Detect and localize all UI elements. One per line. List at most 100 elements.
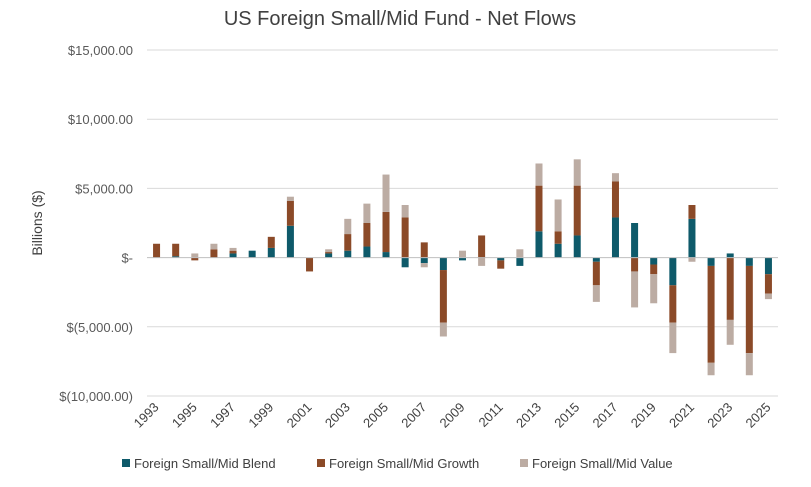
bar-foreign-small-mid-value-2014 [554,199,562,232]
bar-foreign-small-mid-blend-2011 [497,257,505,261]
x-tick-label: 2003 [322,400,353,431]
bar-foreign-small-mid-blend-2003 [344,250,352,258]
bar-foreign-small-mid-growth-1996 [210,249,218,258]
x-tick-label: 2001 [284,400,315,431]
gridlines [147,49,778,397]
bar-foreign-small-mid-value-2019 [650,274,658,304]
bar-foreign-small-mid-growth-2001 [306,257,314,272]
legend-swatch-foreign-small-mid-blend [122,459,130,467]
bar-foreign-small-mid-growth-1994 [172,243,180,257]
bar-foreign-small-mid-value-1996 [210,243,218,250]
bar-foreign-small-mid-growth-2022 [707,265,715,363]
x-tick-label: 2021 [666,400,697,431]
bar-foreign-small-mid-growth-2005 [382,211,390,253]
bar-foreign-small-mid-blend-2025 [764,257,772,275]
bar-foreign-small-mid-value-2010 [478,257,486,266]
bar-foreign-small-mid-blend-2024 [745,257,753,266]
legend-label-foreign-small-mid-blend: Foreign Small/Mid Blend [134,456,276,471]
bar-foreign-small-mid-blend-2012 [516,257,524,266]
bar-foreign-small-mid-value-2013 [535,163,543,186]
bar-foreign-small-mid-growth-2019 [650,264,658,275]
bar-foreign-small-mid-value-2003 [344,218,352,235]
legend-swatch-foreign-small-mid-value [520,459,528,467]
bar-foreign-small-mid-growth-2023 [726,257,734,320]
bar-foreign-small-mid-blend-2015 [573,235,581,258]
bar-foreign-small-mid-growth-2010 [478,235,486,258]
x-tick-label: 2023 [704,400,735,431]
y-tick-label: $10,000.00 [68,112,133,127]
bar-foreign-small-mid-growth-2016 [592,261,600,286]
bar-foreign-small-mid-blend-1997 [229,253,237,258]
bar-foreign-small-mid-value-2007 [420,263,428,268]
bar-foreign-small-mid-value-2025 [764,293,772,300]
legend-label-foreign-small-mid-value: Foreign Small/Mid Value [532,456,673,471]
bar-foreign-small-mid-blend-2013 [535,231,543,258]
bar-foreign-small-mid-value-1997 [229,247,237,251]
x-tick-label: 1995 [169,400,200,431]
y-axis-label: Billions ($) [29,190,45,255]
bar-foreign-small-mid-blend-2004 [363,246,371,258]
bar-foreign-small-mid-value-2020 [669,322,677,354]
bar-foreign-small-mid-blend-2021 [688,218,696,258]
bar-foreign-small-mid-growth-2003 [344,234,352,251]
bar-foreign-small-mid-value-2015 [573,159,581,186]
bar-foreign-small-mid-growth-1993 [153,243,161,258]
bar-foreign-small-mid-value-2002 [325,249,333,253]
x-tick-label: 2009 [437,400,468,431]
legend-swatch-foreign-small-mid-growth [317,459,325,467]
bar-foreign-small-mid-growth-1997 [229,250,237,254]
bars [153,159,772,376]
y-tick-label: $15,000.00 [68,43,133,58]
bar-foreign-small-mid-blend-2008 [439,257,447,271]
y-tick-label: $(5,000.00) [67,320,134,335]
bar-foreign-small-mid-growth-2021 [688,205,696,219]
legend: Foreign Small/Mid Blend Foreign Small/Mid… [122,456,673,471]
bar-foreign-small-mid-value-2024 [745,353,753,376]
bar-foreign-small-mid-growth-2006 [401,217,409,258]
bar-foreign-small-mid-blend-2018 [631,223,639,258]
bar-foreign-small-mid-growth-2007 [420,242,428,258]
y-tick-labels: $15,000.00 $10,000.00 $5,000.00 $- $(5,000.0… [59,43,133,404]
x-tick-label: 1999 [245,400,276,431]
chart-title: US Foreign Small/Mid Fund - Net Flows [224,8,576,30]
bar-foreign-small-mid-growth-2014 [554,231,562,244]
bar-foreign-small-mid-value-2004 [363,203,371,223]
bar-foreign-small-mid-growth-2013 [535,185,543,232]
bar-foreign-small-mid-value-1995 [191,253,199,258]
bar-foreign-small-mid-value-2005 [382,174,390,212]
y-tick-label: $(10,000.00) [59,389,133,404]
bar-foreign-small-mid-value-2017 [611,173,619,182]
x-tick-label: 2017 [590,400,621,431]
bar-foreign-small-mid-growth-1995 [191,257,199,261]
bar-foreign-small-mid-blend-1999 [267,247,275,258]
bar-foreign-small-mid-blend-2002 [325,253,333,258]
bar-foreign-small-mid-blend-2020 [669,257,677,286]
bar-foreign-small-mid-growth-2018 [631,257,639,272]
bar-foreign-small-mid-growth-2002 [325,252,333,254]
bar-foreign-small-mid-growth-2015 [573,185,581,236]
bar-foreign-small-mid-value-2006 [401,205,409,218]
bar-foreign-small-mid-blend-2006 [401,257,409,268]
y-tick-label: $- [121,251,133,266]
bar-foreign-small-mid-value-2012 [516,249,524,258]
x-tick-label: 1993 [131,400,162,431]
bar-foreign-small-mid-blend-2022 [707,257,715,266]
bar-foreign-small-mid-value-2008 [439,322,447,337]
bar-foreign-small-mid-value-2023 [726,319,734,345]
bar-foreign-small-mid-growth-2025 [764,274,772,294]
x-tick-label: 2007 [398,400,429,431]
bar-foreign-small-mid-growth-2000 [286,200,294,226]
bar-foreign-small-mid-blend-2007 [420,257,428,264]
bar-foreign-small-mid-value-2016 [592,285,600,302]
bar-foreign-small-mid-value-2018 [631,271,639,308]
x-tick-label: 2005 [360,400,391,431]
x-tick-label: 2015 [551,400,582,431]
bar-foreign-small-mid-growth-2011 [497,260,505,269]
bar-foreign-small-mid-value-2022 [707,362,715,376]
x-tick-labels: 1993 1995 1997 1999 2001 2003 2005 2007 2009 2011… [131,400,774,431]
x-tick-label: 2013 [513,400,544,431]
bar-foreign-small-mid-blend-2009 [459,257,466,261]
bar-foreign-small-mid-growth-2024 [745,265,753,354]
